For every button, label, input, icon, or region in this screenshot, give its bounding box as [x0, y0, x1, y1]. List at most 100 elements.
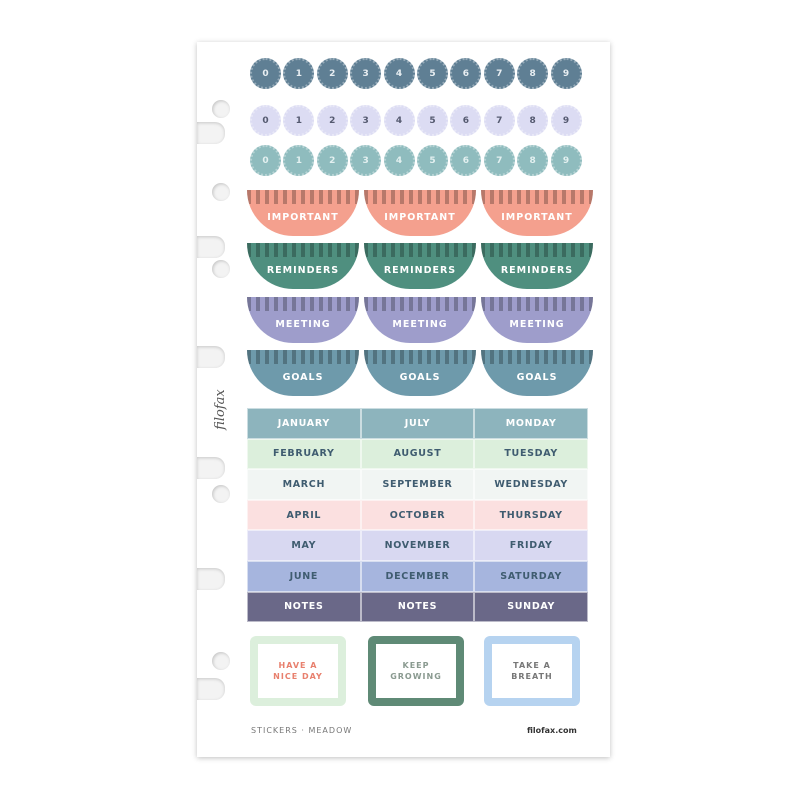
sticker-label: IMPORTANT — [384, 212, 456, 223]
number-sticker: 1 — [283, 105, 315, 136]
punch-hole — [212, 100, 230, 118]
number-sticker: 9 — [550, 58, 582, 89]
filofax-logo: filofax — [212, 389, 228, 430]
label-sticker: JULY — [360, 408, 475, 439]
table-row: JUNE DECEMBER SATURDAY — [247, 560, 589, 592]
sticker-label: MEETING — [275, 319, 331, 330]
label-sticker: DECEMBER — [360, 560, 475, 592]
punch-hole — [212, 485, 230, 503]
label-sticker: THURSDAY — [474, 499, 589, 531]
half-circle-sticker: REMINDERS — [247, 243, 359, 289]
punch-hole — [212, 652, 230, 670]
punch-tab — [197, 122, 225, 144]
half-circle-sticker: REMINDERS — [481, 243, 593, 289]
number-sticker: 0 — [250, 145, 281, 176]
sticker-label: IMPORTANT — [267, 212, 339, 223]
label-sticker: WEDNESDAY — [474, 469, 589, 500]
punch-tab — [197, 678, 225, 700]
sticker-label: MEETING — [509, 319, 565, 330]
half-circle-sticker: MEETING — [247, 297, 359, 343]
number-sticker: 2 — [316, 145, 348, 176]
label-sticker: MARCH — [247, 469, 361, 500]
number-sticker: 4 — [383, 58, 415, 89]
half-circle-sticker: IMPORTANT — [364, 190, 476, 236]
sticker-label: MEETING — [392, 319, 448, 330]
label-sticker: AUGUST — [360, 438, 475, 470]
label-sticker: NOVEMBER — [360, 530, 475, 561]
number-sticker: 4 — [383, 105, 415, 136]
number-sticker: 8 — [517, 105, 549, 136]
quote-sticker: KEEP GROWING — [368, 636, 464, 706]
table-row: MAY NOVEMBER FRIDAY — [247, 530, 589, 561]
number-sticker: 7 — [483, 105, 515, 136]
number-sticker: 2 — [316, 105, 348, 136]
sticker-label: IMPORTANT — [501, 212, 573, 223]
quote-sticker: HAVE A NICE DAY — [250, 636, 346, 706]
half-circle-sticker-row: REMINDERS REMINDERS REMINDERS — [247, 243, 593, 289]
quote-text: HAVE A NICE DAY — [258, 644, 338, 698]
half-circle-sticker: MEETING — [481, 297, 593, 343]
number-sticker: 3 — [350, 58, 382, 89]
half-circle-sticker: REMINDERS — [364, 243, 476, 289]
half-circle-sticker: GOALS — [481, 350, 593, 396]
label-sticker: JANUARY — [247, 408, 361, 439]
label-sticker: APRIL — [247, 499, 361, 531]
sticker-label: GOALS — [399, 372, 441, 383]
table-row: FEBRUARY AUGUST TUESDAY — [247, 438, 589, 470]
punch-tab — [197, 236, 225, 258]
quote-text: KEEP GROWING — [376, 644, 456, 698]
punch-hole — [212, 183, 230, 201]
half-circle-sticker: MEETING — [364, 297, 476, 343]
number-sticker: 3 — [350, 145, 382, 176]
sticker-label: GOALS — [282, 372, 324, 383]
half-circle-sticker: IMPORTANT — [247, 190, 359, 236]
month-day-table: JANUARY JULY MONDAY FEBRUARY AUGUST TUESDAY MA… — [247, 408, 589, 623]
label-sticker: FEBRUARY — [247, 438, 361, 470]
footer-website: filofax.com — [527, 726, 577, 735]
number-sticker: 6 — [450, 58, 482, 89]
label-sticker: SATURDAY — [474, 560, 589, 592]
label-sticker: SUNDAY — [474, 591, 589, 623]
punch-tab — [197, 568, 225, 590]
number-sticker: 0 — [250, 58, 281, 89]
label-sticker: MAY — [247, 530, 361, 561]
footer-product-name: STICKERS · MEADOW — [251, 726, 353, 735]
label-sticker: NOTES — [247, 591, 361, 623]
sticker-label: GOALS — [516, 372, 558, 383]
number-sticker: 6 — [450, 145, 482, 176]
label-sticker: JUNE — [247, 560, 361, 592]
number-sticker: 5 — [416, 105, 448, 136]
label-sticker: MONDAY — [474, 408, 589, 439]
quote-sticker: TAKE A BREATH — [484, 636, 580, 706]
number-sticker: 9 — [550, 145, 582, 176]
number-sticker: 0 — [250, 105, 281, 136]
number-sticker: 6 — [450, 105, 482, 136]
number-sticker: 1 — [283, 58, 315, 89]
label-sticker: SEPTEMBER — [360, 469, 475, 500]
label-sticker: NOTES — [360, 591, 475, 623]
quote-text: TAKE A BREATH — [492, 644, 572, 698]
label-sticker: TUESDAY — [474, 438, 589, 470]
number-sticker: 3 — [350, 105, 382, 136]
table-row: NOTES NOTES SUNDAY — [247, 591, 589, 623]
label-sticker: OCTOBER — [360, 499, 475, 531]
number-sticker: 1 — [283, 145, 315, 176]
punch-tab — [197, 457, 225, 479]
sticker-label: REMINDERS — [383, 265, 457, 276]
punch-hole — [212, 260, 230, 278]
sticker-label: REMINDERS — [500, 265, 574, 276]
label-sticker: FRIDAY — [474, 530, 589, 561]
punch-tab — [197, 346, 225, 368]
number-sticker: 2 — [316, 58, 348, 89]
half-circle-sticker-row: MEETING MEETING MEETING — [247, 297, 593, 343]
number-sticker: 9 — [550, 105, 582, 136]
half-circle-sticker: GOALS — [247, 350, 359, 396]
half-circle-sticker-row: IMPORTANT IMPORTANT IMPORTANT — [247, 190, 593, 236]
table-row: MARCH SEPTEMBER WEDNESDAY — [247, 469, 589, 500]
number-sticker: 5 — [416, 58, 448, 89]
number-sticker: 4 — [383, 145, 415, 176]
sticker-label: REMINDERS — [266, 265, 340, 276]
number-sticker: 5 — [416, 145, 448, 176]
